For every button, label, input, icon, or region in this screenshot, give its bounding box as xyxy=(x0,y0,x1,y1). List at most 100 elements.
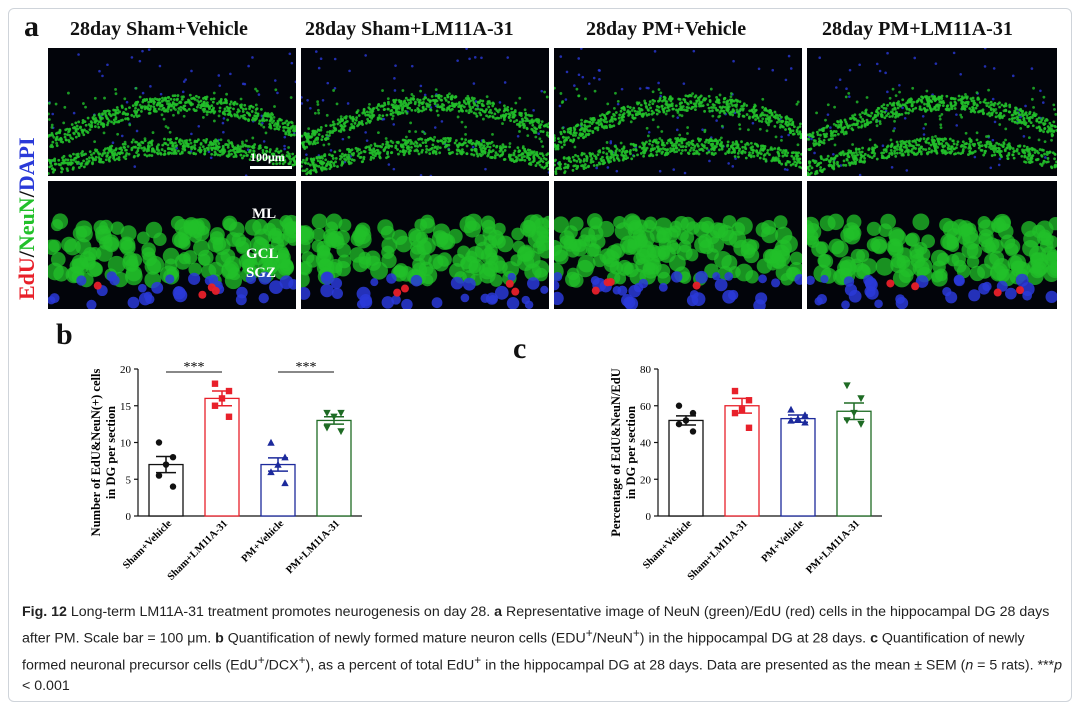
neun-cell xyxy=(276,119,280,123)
neun-cell xyxy=(141,242,156,257)
neun-cell xyxy=(636,110,640,114)
neun-cell xyxy=(199,99,203,103)
dapi-nucleus xyxy=(848,68,852,72)
neun-cell xyxy=(927,150,931,154)
neun-cell xyxy=(1031,148,1034,152)
neun-cell xyxy=(583,163,587,166)
neun-cell xyxy=(155,147,159,151)
neun-cell xyxy=(48,133,51,137)
neun-cell xyxy=(1052,130,1056,134)
neun-cell xyxy=(919,150,923,154)
neun-cell xyxy=(226,145,230,149)
neun-cell xyxy=(133,109,136,113)
neun-cell xyxy=(111,113,115,116)
neun-cell xyxy=(704,140,707,144)
neun-cell xyxy=(761,97,765,101)
neun-cell xyxy=(766,149,770,152)
neun-cell xyxy=(170,103,174,107)
neun-cell xyxy=(910,98,913,102)
neun-cell xyxy=(1042,130,1045,134)
neun-cell xyxy=(540,140,543,143)
neun-cell xyxy=(313,111,317,115)
neun-cell xyxy=(106,146,110,150)
neun-cell xyxy=(726,109,730,113)
neun-cell xyxy=(764,159,768,163)
neun-cell xyxy=(179,105,183,109)
neun-cell xyxy=(391,111,395,115)
neun-cell xyxy=(264,152,267,156)
neun-cell xyxy=(446,106,449,110)
neun-cell xyxy=(750,108,754,112)
neun-cell xyxy=(243,116,247,120)
neun-cell xyxy=(669,103,673,107)
neun-cell xyxy=(781,125,785,129)
neun-cell xyxy=(731,141,735,144)
neun-cell xyxy=(256,112,260,116)
neun-cell xyxy=(151,148,155,152)
dapi-nucleus xyxy=(580,48,583,50)
neun-cell xyxy=(245,139,248,143)
dapi-nucleus xyxy=(701,128,704,131)
neun-cell xyxy=(417,110,420,114)
neun-cell xyxy=(852,122,856,126)
neun-cell xyxy=(331,123,335,127)
neun-cell xyxy=(757,151,761,155)
neun-cell xyxy=(703,130,707,134)
neun-cell xyxy=(182,141,185,145)
neun-cell xyxy=(301,160,304,164)
neun-cell xyxy=(340,155,344,159)
dapi-nucleus xyxy=(884,71,887,75)
neun-cell xyxy=(203,152,207,156)
neun-cell xyxy=(309,172,313,175)
neun-cell xyxy=(167,95,171,99)
neun-cell xyxy=(540,120,544,124)
neun-cell xyxy=(112,155,116,158)
neun-cell xyxy=(282,125,285,129)
neun-cell xyxy=(822,126,826,130)
neun-cell xyxy=(845,152,849,156)
neun-cell xyxy=(1034,113,1038,116)
neun-cell xyxy=(79,164,83,168)
neun-cell xyxy=(193,143,197,147)
neun-cell xyxy=(595,163,599,167)
neun-cell xyxy=(672,144,675,148)
neun-cell xyxy=(589,117,593,120)
neun-cell xyxy=(883,116,887,120)
neun-cell xyxy=(799,122,802,126)
neun-cell xyxy=(916,152,919,155)
neun-cell xyxy=(1003,149,1007,153)
neun-cell xyxy=(271,113,274,117)
neun-cell xyxy=(915,143,919,147)
neun-cell xyxy=(524,113,528,117)
neun-cell xyxy=(472,101,476,105)
neun-cell xyxy=(97,125,101,129)
neun-cell xyxy=(901,103,905,107)
neun-cell xyxy=(217,114,221,118)
neun-cell xyxy=(946,143,950,147)
neun-cell xyxy=(77,134,81,138)
neun-cell xyxy=(275,162,279,166)
neun-cell xyxy=(865,121,869,125)
neun-cell xyxy=(737,155,740,159)
neun-cell xyxy=(861,111,864,115)
neun-cell xyxy=(206,148,210,152)
neun-cell xyxy=(655,153,659,157)
neun-cell xyxy=(629,152,632,156)
neun-cell xyxy=(534,127,538,131)
neun-cell xyxy=(157,143,160,147)
neun-cell xyxy=(301,164,303,168)
dapi-nucleus xyxy=(222,117,226,120)
dapi-nucleus xyxy=(106,271,117,282)
neun-cell xyxy=(473,103,477,107)
neun-cell xyxy=(854,148,858,152)
neun-cell xyxy=(607,149,611,153)
neun-cell xyxy=(309,169,313,172)
neun-cell xyxy=(1050,138,1053,142)
neun-cell xyxy=(686,126,690,129)
neun-cell xyxy=(91,162,94,166)
neun-cell xyxy=(1010,113,1014,117)
neun-cell xyxy=(327,142,331,146)
neun-cell xyxy=(740,140,743,144)
neun-cell xyxy=(197,103,200,107)
neun-cell xyxy=(126,116,130,120)
